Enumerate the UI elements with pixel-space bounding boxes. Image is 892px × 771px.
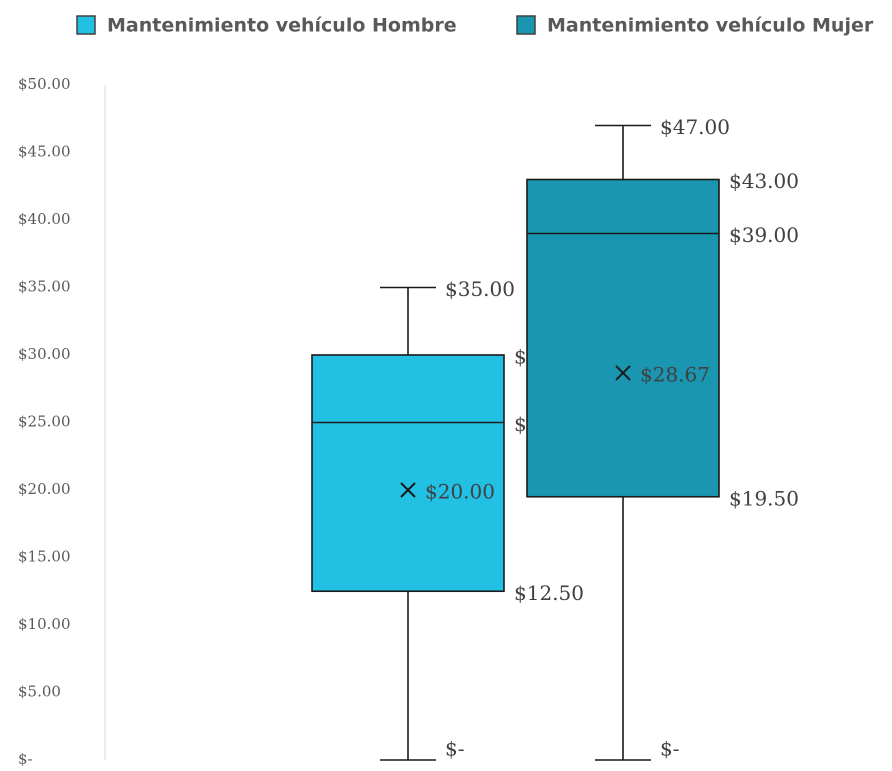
y-tick-label: $25.00: [18, 413, 71, 431]
data-label: $-: [445, 737, 464, 761]
legend-label: Mantenimiento vehículo Mujer: [547, 15, 874, 37]
y-tick-label: $30.00: [18, 345, 71, 363]
y-tick-label: $40.00: [18, 210, 71, 228]
box: [311, 354, 505, 593]
data-label: $-: [660, 737, 679, 761]
data-label: $39.00: [729, 223, 799, 247]
y-tick-label: $-: [18, 750, 33, 768]
mean-marker: [400, 482, 416, 498]
y-tick-label: $15.00: [18, 548, 71, 566]
data-label: $47.00: [660, 115, 730, 139]
data-label: $43.00: [729, 169, 799, 193]
legend-label: Mantenimiento vehículo Hombre: [107, 15, 457, 37]
data-label: $20.00: [425, 480, 495, 504]
data-label: $12.50: [514, 581, 584, 605]
mean-marker: [615, 365, 631, 381]
y-tick-label: $10.00: [18, 615, 71, 633]
y-tick-label: $35.00: [18, 278, 71, 296]
box: [526, 178, 720, 498]
data-label: $28.67: [640, 362, 710, 386]
data-label: $19.50: [729, 486, 799, 510]
y-tick-label: $45.00: [18, 143, 71, 161]
legend-swatch: [516, 15, 536, 35]
y-tick-label: $20.00: [18, 480, 71, 498]
data-label: $35.00: [445, 277, 515, 301]
y-tick-label: $5.00: [18, 683, 61, 701]
legend-swatch: [76, 15, 96, 35]
y-tick-label: $50.00: [18, 75, 71, 93]
